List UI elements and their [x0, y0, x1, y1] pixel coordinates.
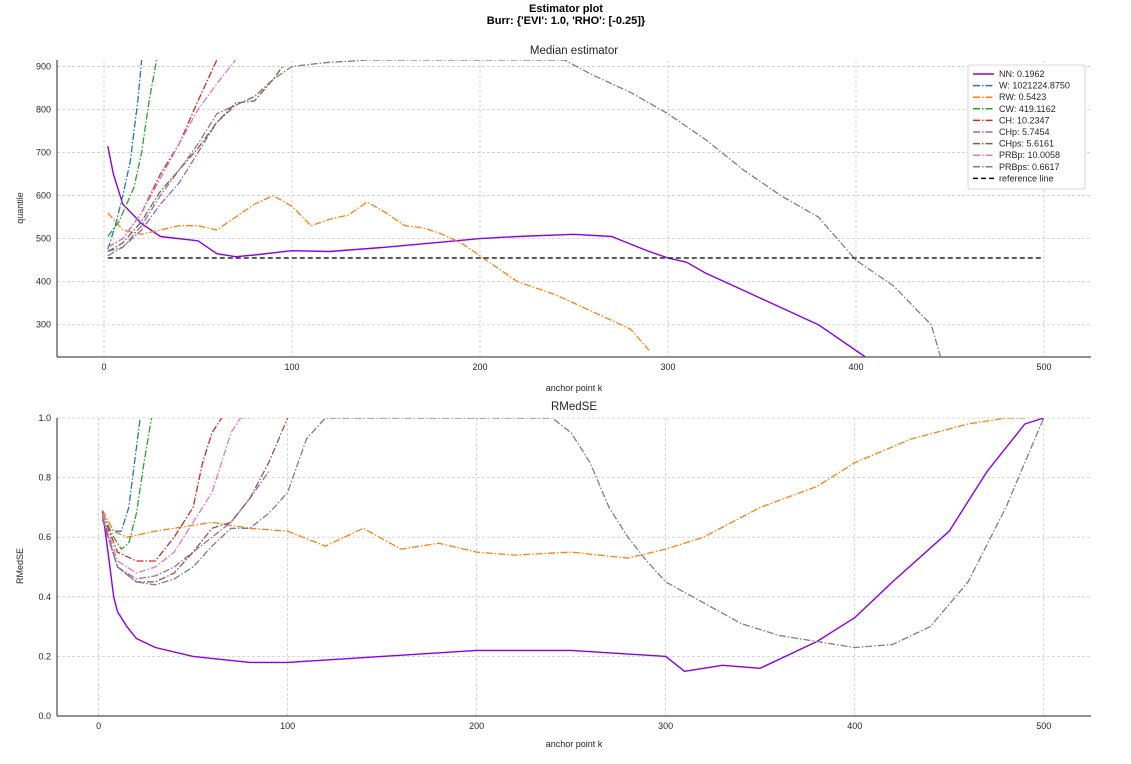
rmedse-ytick-label: 1.0: [38, 413, 51, 423]
rmedse-xtick-label: 500: [1036, 721, 1051, 731]
rmedse-series-prbps: [101, 418, 1045, 649]
legend-label-nn: NN: 0.1962: [999, 69, 1045, 79]
median-series-ch: [107, 60, 218, 248]
rmedse-xtick-label: 100: [280, 721, 295, 731]
median-xtick-label: 200: [472, 362, 487, 372]
median-xtick-label: 300: [660, 362, 675, 372]
rmedse-series-rw: [101, 418, 1025, 559]
median-ytick-label: 800: [36, 105, 51, 115]
rmedse-xtick-label: 0: [96, 721, 101, 731]
legend-label-prbps: PRBps: 0.6617: [999, 162, 1060, 172]
median-ytick-label: 900: [36, 61, 51, 71]
median-series-w: [107, 60, 143, 250]
rmedse-ytick-label: 0.8: [38, 473, 51, 483]
suptitle-line-2: Burr: {'EVI': 1.0, 'RHO': [-0.25]}: [487, 15, 646, 27]
median-xtick-label: 100: [284, 362, 299, 372]
median-ytick-label: 500: [36, 234, 51, 244]
rmedse-series-ch: [101, 418, 223, 562]
legend-label-chp: CHp: 5.7454: [999, 127, 1050, 137]
legend-label-prbp: PRBp: 10.0058: [999, 150, 1060, 160]
median-ytick-label: 300: [36, 320, 51, 330]
legend-label-ch: CH: 10.2347: [999, 115, 1050, 125]
rmedse-ytick-label: 0.0: [38, 711, 51, 721]
rmedse-xtick-label: 300: [658, 721, 673, 731]
legend-label-cw: CW: 419.1162: [999, 104, 1056, 114]
rmedse-series-cw: [101, 418, 153, 550]
legend-label-reference: reference line: [999, 173, 1054, 183]
median-estimator-xlabel: anchor point k: [546, 383, 603, 393]
suptitle-line-1: Estimator plot: [529, 3, 603, 15]
rmedse-series-prbp: [101, 418, 250, 574]
legend-label-chps: CHps: 5.6161: [999, 139, 1054, 149]
median-ytick-label: 400: [36, 277, 51, 287]
rmedse-ytick-label: 0.4: [38, 592, 51, 602]
rmedse-xlabel: anchor point k: [546, 739, 603, 749]
median-series-rw: [107, 194, 650, 351]
median-series-prbp: [107, 60, 237, 248]
median-estimator-ylabel: quantile: [15, 192, 25, 224]
rmedse-xtick-label: 400: [847, 721, 862, 731]
rmedse-xtick-label: 200: [469, 721, 484, 731]
rmedse-axes: RMedSE anchor point k RMedSE 0 100 200 300 4…: [15, 401, 1091, 749]
legend-label-w: W: 1021224.8750: [999, 81, 1070, 91]
rmedse-ytick-label: 0.2: [38, 651, 51, 661]
rmedse-series-chp: [101, 471, 270, 580]
median-series-nn: [107, 145, 866, 357]
rmedse-series-w: [101, 418, 141, 532]
median-estimator-axes: Median estimator anchor point k quantile…: [15, 45, 1091, 393]
median-series-prbps: [107, 60, 942, 357]
median-ytick-label: 700: [36, 148, 51, 158]
median-estimator-title: Median estimator: [530, 45, 618, 57]
median-series-chp: [107, 78, 274, 257]
median-xtick-label: 0: [101, 362, 106, 372]
rmedse-series-nn: [101, 418, 1044, 672]
legend-box: [967, 64, 1086, 190]
median-series-chps: [107, 66, 284, 253]
legend-label-rw: RW: 0.5423: [999, 92, 1046, 102]
rmedse-title: RMedSE: [551, 401, 597, 413]
median-xtick-label: 400: [848, 362, 863, 372]
median-series-cw: [107, 60, 158, 237]
median-xtick-label: 500: [1036, 362, 1051, 372]
median-ytick-label: 600: [36, 191, 51, 201]
rmedse-ylabel: RMedSE: [15, 548, 25, 584]
rmedse-ytick-label: 0.6: [38, 532, 51, 542]
